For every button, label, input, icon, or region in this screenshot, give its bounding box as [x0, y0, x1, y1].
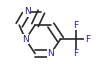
Text: F: F [74, 21, 79, 30]
Text: N: N [22, 35, 29, 44]
Text: F: F [74, 49, 79, 58]
Text: N: N [47, 49, 54, 58]
Text: F: F [85, 35, 90, 44]
Text: N: N [24, 7, 30, 16]
